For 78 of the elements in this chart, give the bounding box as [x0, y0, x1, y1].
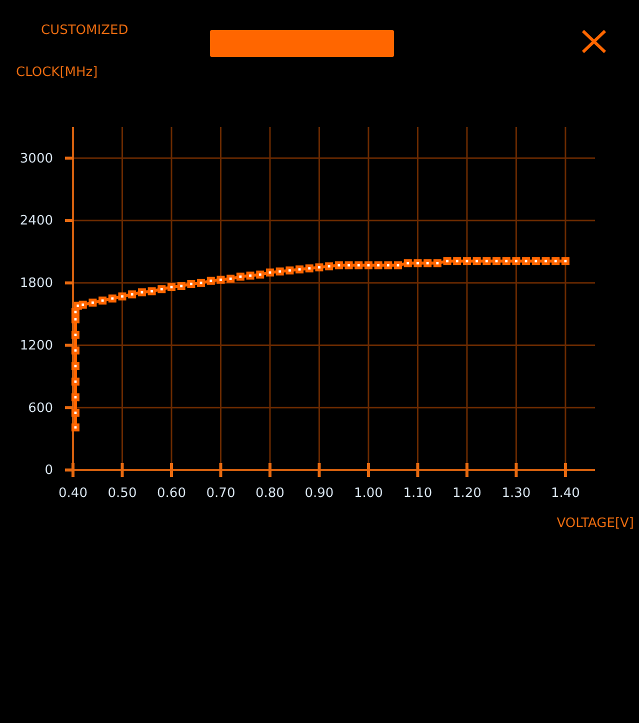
x-tick-label: 0.50 [108, 486, 137, 501]
y-axis-title: CLOCK[MHz] [16, 65, 98, 80]
point [334, 261, 343, 270]
point [78, 300, 87, 309]
point [315, 263, 324, 272]
point [148, 287, 156, 296]
point [88, 298, 97, 307]
point [71, 362, 80, 370]
point [384, 261, 392, 270]
y-tick-label: 3000 [20, 151, 53, 166]
point [453, 257, 462, 266]
x-axis-title: VOLTAGE[V] [556, 516, 634, 531]
point [424, 259, 432, 268]
x-tick-label: 1.40 [550, 486, 580, 501]
point [443, 257, 452, 266]
point [71, 315, 80, 324]
y-tick-label: 600 [28, 400, 53, 416]
point [71, 423, 80, 432]
y-tick-label: 0 [44, 463, 53, 478]
point [374, 261, 382, 270]
point [216, 276, 225, 284]
x-tick-label: 1.30 [502, 486, 531, 501]
x-tick-label: 0.60 [157, 486, 186, 501]
point [325, 262, 334, 270]
point [344, 261, 353, 270]
point [266, 268, 274, 277]
point [71, 330, 80, 339]
point [394, 261, 402, 270]
point [128, 290, 136, 298]
y-tick-label: 2400 [20, 214, 53, 229]
point [462, 257, 471, 266]
x-tick-label: 0.70 [206, 486, 236, 501]
point [138, 288, 146, 296]
point [197, 278, 206, 287]
point [404, 259, 412, 268]
point [364, 261, 372, 270]
point [414, 259, 422, 268]
x-tick-label: 1.00 [354, 486, 383, 501]
x-tick-label: 0.80 [256, 486, 284, 501]
point [108, 294, 116, 302]
point [158, 285, 166, 294]
point [167, 283, 176, 292]
point [472, 257, 481, 266]
y-tick-label: 1200 [20, 338, 53, 354]
point [98, 296, 107, 305]
point [256, 270, 264, 279]
point [187, 280, 196, 288]
point [206, 276, 215, 285]
x-tick-label: 0.90 [304, 486, 334, 501]
point [286, 266, 294, 274]
point [118, 292, 126, 300]
point [226, 274, 235, 283]
point [305, 264, 314, 272]
x-tick-label: 0.40 [58, 486, 88, 501]
point [236, 272, 244, 281]
point [552, 257, 560, 266]
chart-title: CUSTOMIZED [41, 23, 128, 38]
x-tick-label: 1.10 [403, 486, 432, 501]
point [492, 257, 501, 266]
x-tick-label: 1.20 [452, 486, 482, 501]
point [482, 257, 491, 266]
point [276, 267, 284, 276]
point [71, 393, 80, 402]
point [246, 272, 254, 280]
point [177, 282, 186, 290]
y-tick-label: 1800 [20, 276, 53, 292]
point [296, 265, 304, 274]
point [502, 257, 510, 266]
point [532, 257, 540, 266]
point [561, 257, 570, 266]
point [71, 346, 80, 354]
point [522, 257, 530, 266]
point [354, 261, 363, 270]
point [433, 259, 442, 268]
point [542, 257, 550, 266]
point [512, 257, 520, 266]
point [71, 378, 80, 386]
point [71, 408, 80, 417]
